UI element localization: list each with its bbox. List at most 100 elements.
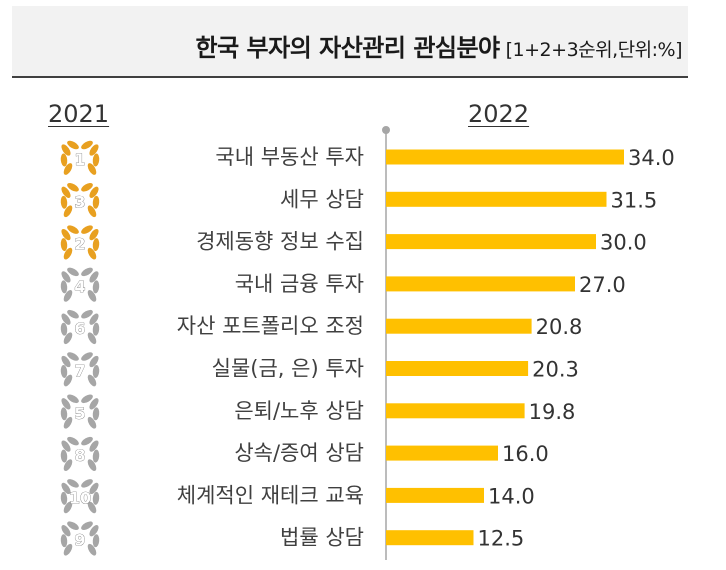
laurel-leaf [63,332,73,345]
bar-2022 [386,445,498,461]
laurel-leaf [92,322,100,336]
laurel-leaf [92,449,100,463]
laurel-leaf [92,534,100,548]
laurel-leaf [87,290,97,302]
gold-laurel-icon [60,225,100,260]
laurel-leaf [61,271,71,283]
laurel-leaf [63,501,73,514]
laurel-leaf [89,440,99,452]
laurel-leaf [89,313,99,325]
bar-2022 [386,361,529,376]
bar-2022 [386,318,532,334]
laurel-leaf [60,491,68,505]
laurel-leaf [92,407,100,421]
category-label: 실물(금, 은) 투자 [212,357,364,381]
laurel-leaf [89,228,99,241]
bar-2022 [386,191,607,207]
rank-2021-number: 8 [74,446,85,465]
bar-2022 [386,487,484,503]
laurel-leaf [87,205,97,218]
value-label: 19.8 [529,400,576,424]
laurel-leaf [81,394,93,404]
laurel-leaf [81,267,93,277]
laurel-leaf [87,543,97,556]
rank-2021-number: 3 [74,192,85,211]
laurel-leaf [63,374,73,387]
laurel-leaf [61,355,71,368]
chart-title: 한국 부자의 자산관리 관심분야 [195,34,501,62]
laurel-leaf [67,140,79,150]
laurel-leaf [67,352,79,361]
rank-2021-number: 9 [74,531,85,550]
value-label: 34.0 [628,146,675,170]
laurel-leaf [61,398,71,410]
category-label: 국내 부동산 투자 [215,145,364,169]
laurel-leaf [63,416,73,429]
category-label: 경제동향 정보 수집 [196,230,364,254]
category-label: 법률 상담 [280,526,364,550]
laurel-leaf [67,183,79,192]
chart-subtitle: [1+2+3순위,단위:%] [505,39,683,61]
laurel-leaf [61,525,71,537]
laurel-leaf [92,280,100,294]
category-label: 세무 상담 [280,187,364,211]
laurel-leaf [60,449,68,463]
laurel-leaf [61,482,71,495]
laurel-leaf [67,394,79,404]
laurel-leaf [87,332,97,345]
category-label: 체계적인 재테크 교육 [177,483,364,507]
category-label: 국내 금융 투자 [235,272,364,296]
laurel-leaf [89,398,99,410]
value-label: 20.3 [532,358,579,382]
laurel-leaf [67,436,79,446]
laurel-leaf [87,459,97,471]
laurel-leaf [87,374,97,387]
laurel-leaf [81,140,93,150]
laurel-leaf [63,247,73,260]
laurel-leaf [81,521,93,530]
value-label: 12.5 [478,527,525,551]
laurel-leaf [92,491,100,505]
bar-2022 [386,234,596,250]
value-label: 30.0 [600,231,647,255]
laurel-leaf [89,525,99,537]
laurel-leaf [60,153,68,167]
laurel-leaf [61,186,71,198]
bar-2022 [386,530,474,546]
laurel-leaf [67,521,79,530]
axis-cap-dot [382,126,390,134]
value-label: 14.0 [488,484,535,508]
chart-title-block: 한국 부자의 자산관리 관심분야 [1+2+3순위,단위:%] [195,28,683,63]
silver-laurel-icon [60,309,100,345]
laurel-leaf [92,195,100,209]
laurel-leaf [81,352,93,361]
silver-laurel-icon [60,436,100,471]
laurel-leaf [67,309,79,319]
category-label: 상속/증여 상담 [234,441,364,465]
rank-2021-number: 6 [74,319,85,338]
laurel-leaf [60,365,68,378]
year-2021-heading: 2021 [48,100,110,128]
laurel-leaf [81,225,93,234]
silver-laurel-icon [60,267,100,302]
laurel-leaf [67,267,79,277]
laurel-leaf [81,309,93,319]
laurel-leaf [61,440,71,452]
silver-laurel-icon [60,394,100,429]
laurel-leaf [63,459,73,471]
rank-2021-number: 2 [74,235,85,254]
gold-laurel-icon [60,183,100,218]
gold-laurel-icon [60,140,100,175]
laurel-leaf [63,543,73,556]
laurel-leaf [61,144,71,156]
laurel-leaf [60,534,68,548]
laurel-leaf [89,144,99,156]
rank-2021-number: 5 [74,404,85,423]
laurel-leaf [87,163,97,175]
value-label: 16.0 [502,442,549,466]
laurel-leaf [60,238,68,252]
laurel-leaf [63,290,73,302]
laurel-leaf [87,501,97,514]
